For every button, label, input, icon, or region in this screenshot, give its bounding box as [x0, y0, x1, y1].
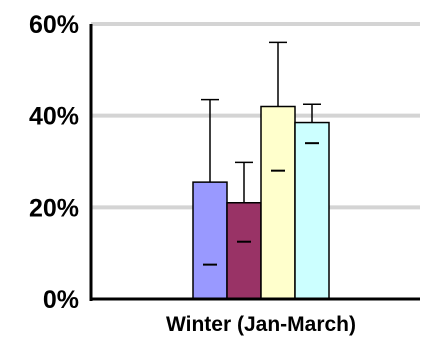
bar-series-1: [192, 181, 228, 300]
y-tick-labels: 0% 20% 40% 60%: [29, 11, 79, 314]
y-tick-label-3: 60%: [29, 11, 79, 39]
bar-series-2: [226, 202, 262, 300]
y-tick-label-2: 40%: [29, 103, 79, 131]
y-tick-label-0: 0%: [43, 286, 79, 314]
x-category-labels: Winter (Jan-March): [166, 313, 356, 336]
y-tick-label-1: 20%: [29, 194, 79, 222]
bar-series-3: [260, 105, 296, 300]
axes: [89, 24, 420, 301]
x-category-label-0: Winter (Jan-March): [166, 313, 356, 336]
bars: [192, 41, 330, 300]
gridlines: [91, 22, 420, 210]
bar-series-4: [294, 121, 330, 300]
